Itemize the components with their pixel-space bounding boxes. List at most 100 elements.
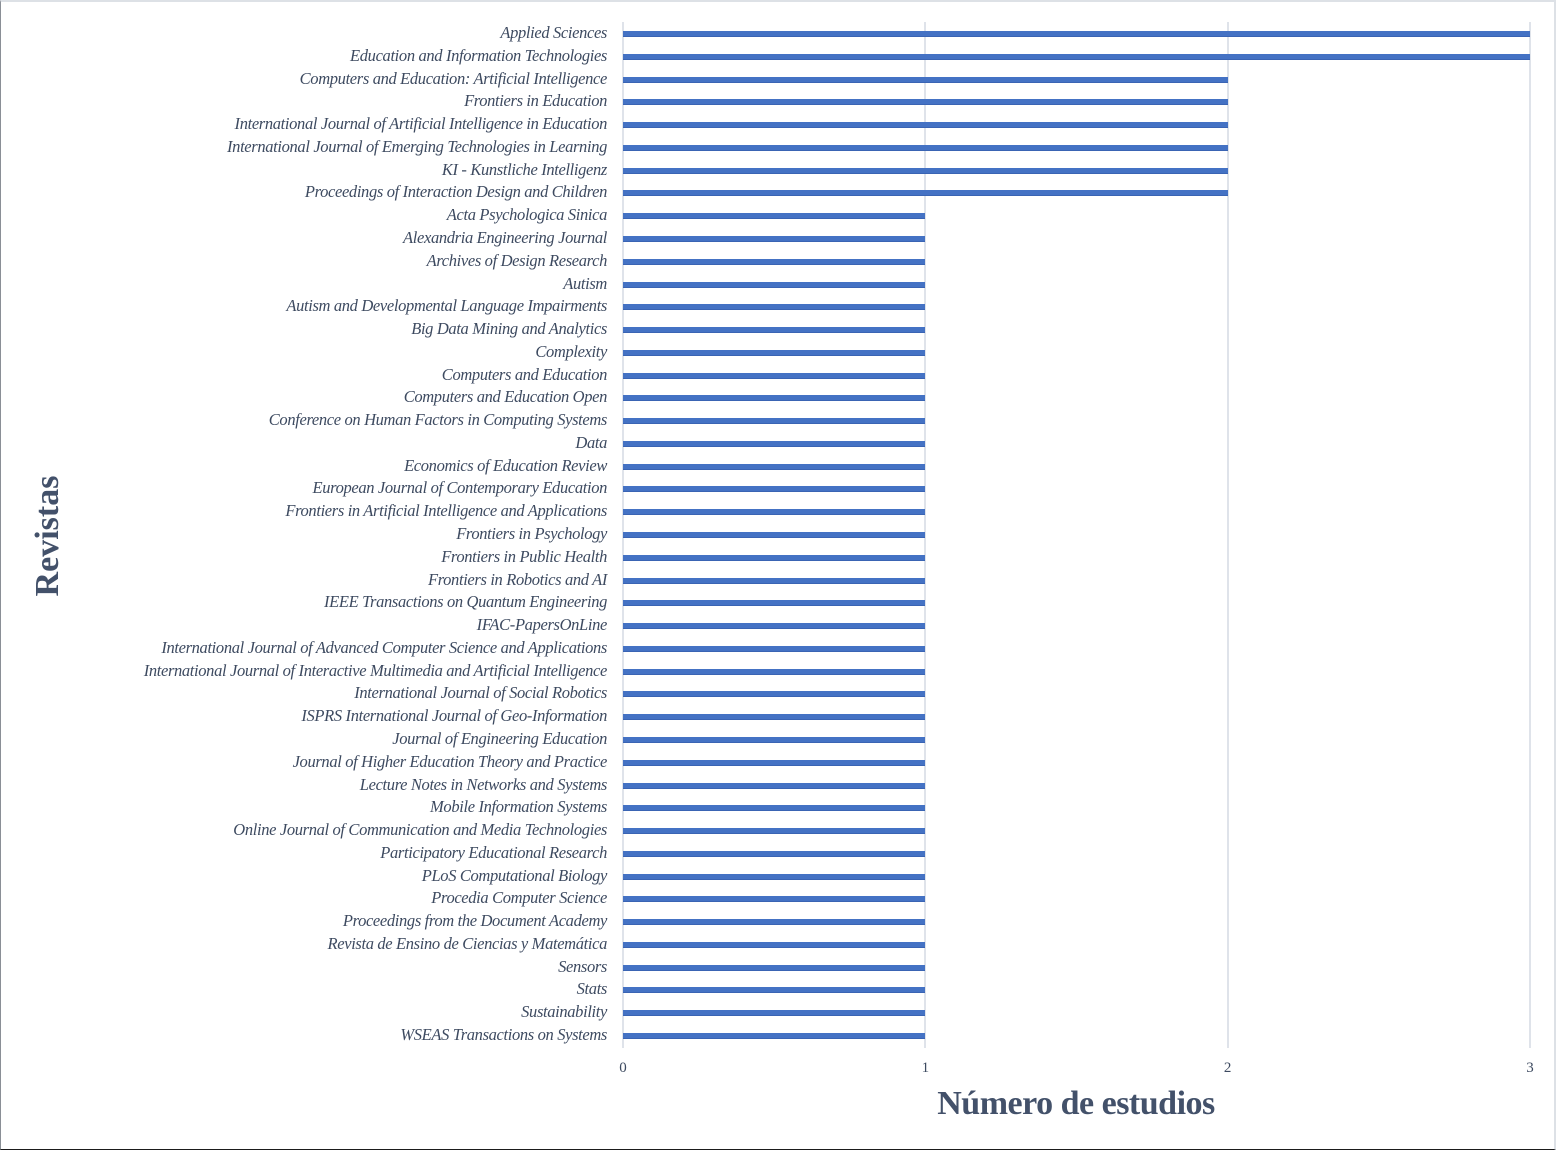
bar (623, 31, 1530, 37)
bar (623, 577, 926, 584)
y-category-label: International Journal of Artificial Inte… (234, 114, 608, 134)
bar (623, 235, 926, 242)
y-category-label: IFAC-PapersOnLine (476, 615, 608, 635)
bar (623, 850, 926, 857)
y-category-label: Archives of Design Research (426, 250, 608, 270)
bar (623, 76, 1228, 83)
y-category-label: ISPRS International Journal of Geo-Infor… (301, 706, 607, 726)
y-category-label: Journal of Higher Education Theory and P… (292, 751, 608, 771)
bar (623, 281, 926, 288)
y-category-label: Proceedings from the Document Academy (342, 911, 607, 931)
bar (623, 99, 1228, 106)
bar (623, 919, 926, 926)
y-category-label: Lecture Notes in Networks and Systems (359, 774, 608, 794)
bar (623, 532, 926, 538)
bar (623, 258, 926, 265)
x-tick-label: 2 (1223, 1060, 1232, 1076)
y-category-label: Data (575, 432, 607, 452)
gridline (1529, 22, 1531, 1048)
bar (623, 213, 926, 220)
bar (623, 509, 926, 516)
bar (623, 805, 926, 812)
bar (623, 759, 926, 766)
bar (623, 395, 926, 402)
x-tick-label: 1 (921, 1060, 930, 1076)
y-category-label: Frontiers in Public Health (441, 546, 607, 566)
bar (623, 873, 926, 880)
y-category-label: PLoS Computational Biology (421, 865, 608, 885)
y-category-label: Revista de Ensino de Ciencias y Matemáti… (327, 933, 608, 953)
bar (623, 1033, 926, 1039)
y-category-label: Education and Information Technologies (350, 45, 607, 65)
x-axis-title: Número de estudios (937, 1085, 1215, 1122)
y-category-label: Complexity (535, 341, 607, 361)
bar (623, 941, 926, 948)
y-category-label: Applied Sciences (500, 23, 607, 42)
bar (623, 987, 926, 994)
gridline (1226, 22, 1229, 1048)
y-category-label: Stats (576, 979, 608, 999)
y-category-label: Frontiers in Artificial Intelligence and… (285, 501, 607, 521)
y-category-label: Participatory Educational Research (380, 842, 607, 862)
y-category-label: Procedia Computer Science (431, 888, 607, 908)
bar (623, 964, 926, 971)
bar (623, 1010, 926, 1017)
y-category-label: Autism (563, 273, 607, 293)
y-category-label: Autism and Developmental Language Impair… (286, 296, 607, 316)
y-category-label: Frontiers in Robotics and AI (427, 569, 607, 589)
gridline (924, 22, 927, 1048)
bar (623, 623, 926, 630)
bar (623, 53, 1530, 60)
y-category-label: Sustainability (521, 1002, 607, 1022)
y-category-label: WSEAS Transactions on Systems (400, 1025, 607, 1044)
bar (623, 691, 926, 698)
y-category-label: Sensors (558, 956, 607, 976)
y-category-label: Alexandria Engineering Journal (403, 227, 607, 247)
bar (623, 463, 926, 470)
y-category-label: Online Journal of Communication and Medi… (233, 820, 607, 840)
bar (623, 418, 926, 425)
bar (623, 372, 926, 379)
y-category-label: Mobile Information Systems (430, 797, 607, 817)
y-category-label: Computers and Education: Artificial Inte… (299, 68, 608, 88)
bar (623, 828, 926, 835)
x-tick-label: 3 (1526, 1060, 1534, 1076)
plot-area (622, 22, 1531, 1048)
y-category-label: International Journal of Emerging Techno… (227, 136, 607, 156)
bar (623, 714, 926, 721)
bar (623, 486, 926, 493)
y-category-label: Computers and Education Open (403, 387, 608, 407)
bar (623, 645, 926, 652)
y-category-label: European Journal of Contemporary Educati… (312, 478, 608, 498)
y-category-label: Acta Psychologica Sinica (446, 205, 608, 225)
y-category-label: IEEE Transactions on Quantum Engineering (324, 592, 607, 612)
bar (623, 668, 926, 675)
bar (623, 554, 926, 561)
bar (623, 600, 926, 607)
y-category-label: Economics of Education Review (404, 455, 607, 475)
bar (623, 144, 1228, 151)
bar (623, 122, 1228, 129)
y-category-label: Journal of Engineering Education (392, 728, 607, 748)
x-tick-label: 0 (619, 1060, 627, 1076)
y-category-label: Frontiers in Education (464, 91, 607, 111)
y-category-label: KI - Kunstliche Intelligenz (441, 159, 608, 179)
y-axis-title: Revistas (29, 475, 66, 597)
y-category-label: Computers and Education (441, 364, 608, 384)
y-category-label: Big Data Mining and Analytics (411, 319, 607, 339)
bar (623, 440, 926, 447)
bar (623, 349, 926, 356)
y-category-label: International Journal of Interactive Mul… (143, 660, 608, 680)
bar (623, 896, 926, 903)
bar (623, 304, 926, 311)
y-category-label: International Journal of Social Robotics (354, 683, 607, 703)
y-category-label: Conference on Human Factors in Computing… (268, 410, 608, 430)
bar (623, 782, 926, 789)
bar (623, 190, 1228, 197)
y-category-label: Frontiers in Psychology (456, 524, 607, 543)
bar (623, 736, 926, 743)
y-category-label: International Journal of Advanced Comput… (161, 637, 607, 657)
y-category-label: Proceedings of Interaction Design and Ch… (304, 182, 607, 202)
bar (623, 327, 926, 334)
